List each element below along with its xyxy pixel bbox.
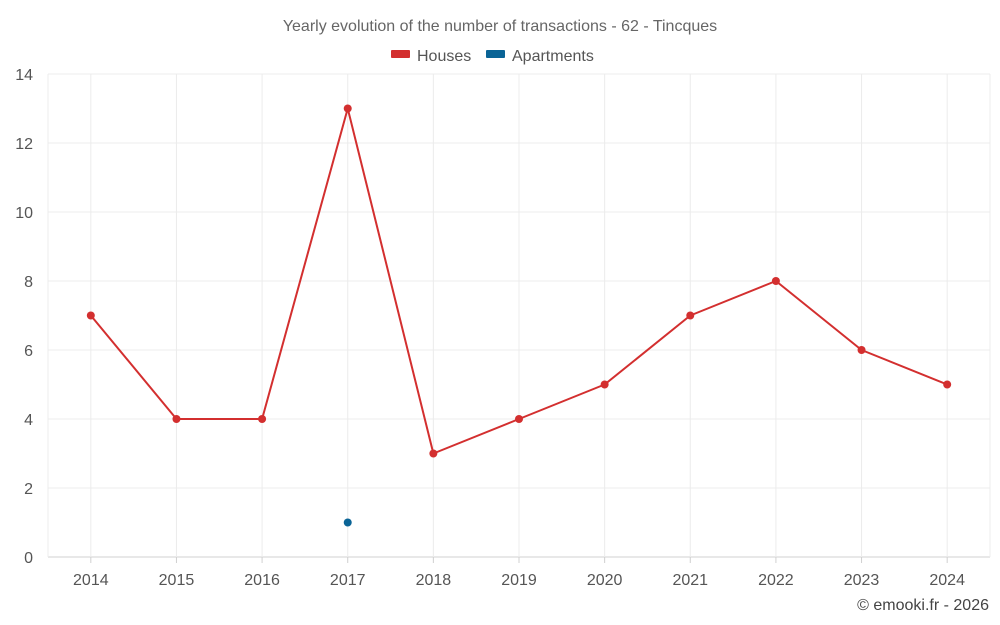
point-apartments-2017[interactable] [343, 518, 352, 527]
x-tick-label-2022: 2022 [758, 572, 794, 589]
x-tick-label-2015: 2015 [159, 572, 195, 589]
legend-item-houses[interactable]: Houses [391, 48, 471, 65]
legend-label-houses: Houses [417, 48, 471, 65]
y-tick-label-14: 14 [15, 67, 33, 84]
y-tick-label-0: 0 [24, 550, 33, 567]
credit-text: © emooki.fr - 2026 [857, 597, 989, 614]
y-tick-label-2: 2 [24, 481, 33, 498]
point-houses-2024[interactable] [943, 380, 952, 389]
y-tick-label-6: 6 [24, 343, 33, 360]
point-houses-2015[interactable] [172, 415, 181, 423]
y-tick-label-4: 4 [24, 412, 33, 429]
point-houses-2023[interactable] [857, 346, 866, 354]
y-tick-label-10: 10 [15, 205, 33, 222]
legend-item-apartments[interactable]: Apartments [486, 48, 594, 65]
y-axis: 0 2 4 6 8 10 12 14 [15, 67, 33, 567]
y-tick-label-8: 8 [24, 274, 33, 291]
point-houses-2014[interactable] [86, 311, 95, 320]
point-houses-2022[interactable] [771, 277, 780, 285]
y-tick-label-12: 12 [15, 136, 33, 153]
point-houses-2020[interactable] [600, 380, 609, 389]
point-houses-2017[interactable] [343, 104, 352, 113]
point-houses-2018[interactable] [429, 449, 438, 458]
chart-title: Yearly evolution of the number of transa… [283, 18, 717, 35]
x-tick-label-2014: 2014 [73, 572, 109, 589]
grid [47, 73, 991, 558]
x-tick-label-2017: 2017 [330, 572, 366, 589]
x-tick-label-2020: 2020 [587, 572, 623, 589]
x-tick-label-2021: 2021 [672, 572, 708, 589]
legend-label-apartments: Apartments [512, 48, 594, 65]
point-houses-2021[interactable] [686, 311, 695, 320]
x-tick-label-2024: 2024 [929, 572, 965, 589]
series-layer [86, 104, 952, 527]
x-tick-label-2016: 2016 [244, 572, 280, 589]
point-houses-2019[interactable] [515, 415, 523, 423]
legend-swatch-apartments [486, 50, 505, 58]
x-axis: 2014 2015 2016 2017 2018 2019 2020 2021 2022 2023… [73, 557, 965, 589]
legend: Houses Apartments [391, 48, 594, 65]
x-tick-label-2019: 2019 [501, 572, 537, 589]
x-tick-label-2023: 2023 [844, 572, 880, 589]
x-tick-label-2018: 2018 [416, 572, 452, 589]
point-houses-2016[interactable] [258, 415, 267, 423]
legend-swatch-houses [391, 50, 410, 58]
